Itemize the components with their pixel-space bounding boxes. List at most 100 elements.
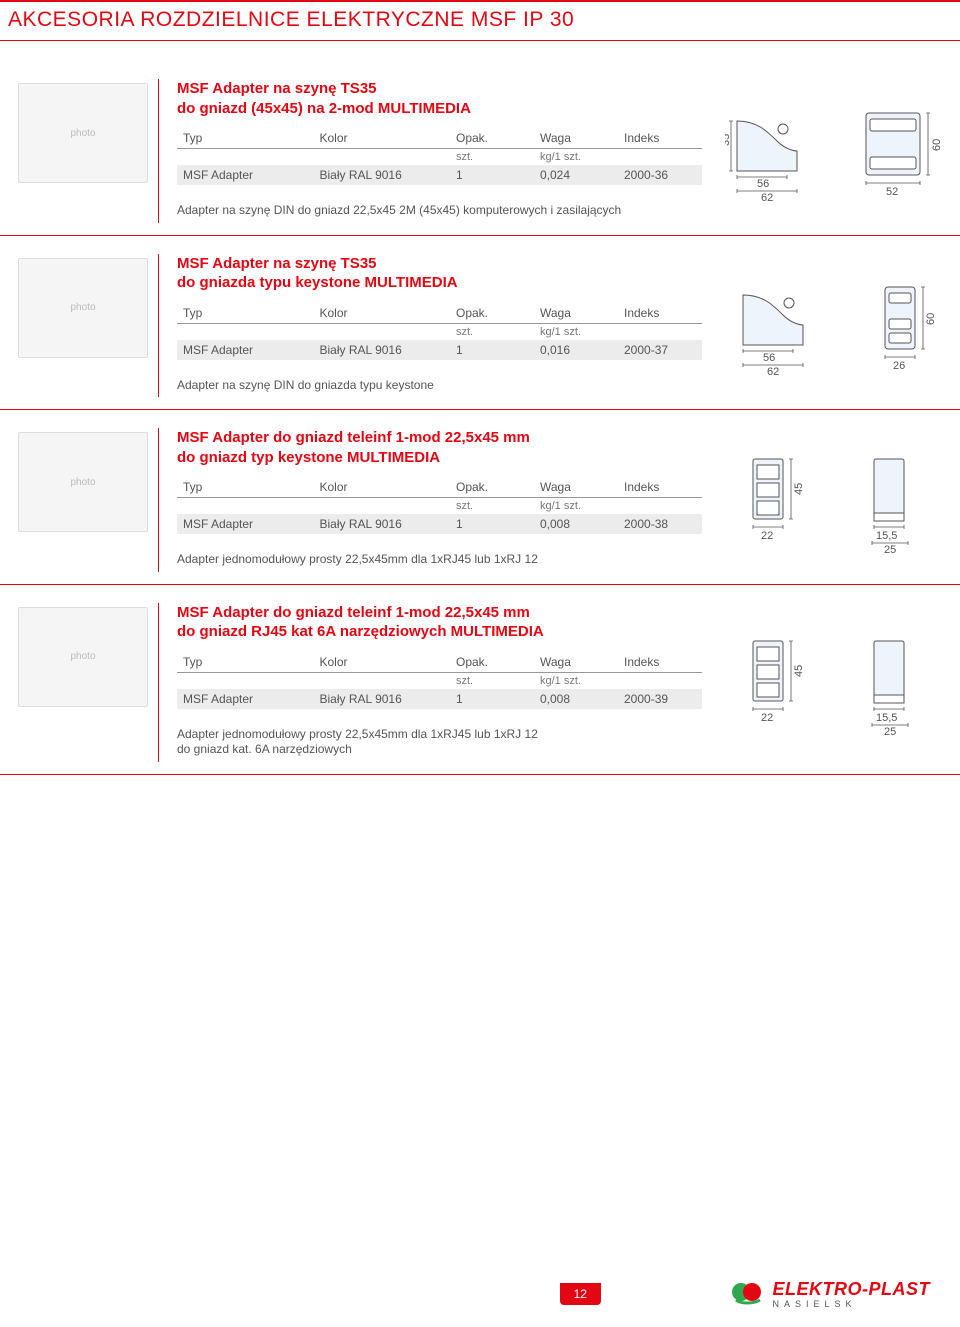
logo-main-text: ELEKTRO-PLAST	[772, 1279, 930, 1300]
th-kolor: Kolor	[314, 128, 451, 149]
unit-waga: kg/1 szt.	[534, 498, 618, 515]
logo-sub-text: NASIELSK	[772, 1299, 856, 1309]
th-waga: Waga	[534, 303, 618, 324]
th-opak: Opak.	[450, 128, 534, 149]
cell-kolor: Biały RAL 9016	[314, 689, 451, 709]
unit-opak: szt.	[450, 672, 534, 689]
product-title: MSF Adapter do gniazd teleinf 1-mod 22,5…	[177, 603, 702, 642]
cell-opak: 1	[450, 340, 534, 360]
page-number: 12	[560, 1283, 601, 1305]
cell-opak: 1	[450, 165, 534, 185]
cell-waga: 0,008	[534, 689, 618, 709]
title-line: do gniazd typ keystone MULTIMEDIA	[177, 449, 440, 466]
product-photo: photo	[8, 79, 158, 223]
svg-text:45: 45	[793, 665, 805, 677]
th-indeks: Indeks	[618, 477, 702, 498]
product-title: MSF Adapter na szynę TS35 do gniazda typ…	[177, 254, 702, 293]
title-line: MSF Adapter na szynę TS35	[177, 255, 377, 272]
svg-text:15,5: 15,5	[876, 530, 897, 542]
th-indeks: Indeks	[618, 128, 702, 149]
dimension-diagram: 45 22 15,5 25	[712, 603, 952, 762]
spec-table: Typ Kolor Opak. Waga Indeks szt. kg/1 sz…	[177, 652, 702, 709]
cell-opak: 1	[450, 689, 534, 709]
title-line: MSF Adapter na szynę TS35	[177, 80, 377, 97]
th-typ: Typ	[177, 477, 314, 498]
unit-waga: kg/1 szt.	[534, 149, 618, 166]
table-row: MSF Adapter Biały RAL 9016 1 0,016 2000-…	[177, 340, 702, 360]
product-photo: photo	[8, 254, 158, 398]
svg-text:22: 22	[761, 712, 773, 724]
cell-indeks: 2000-36	[618, 165, 702, 185]
th-typ: Typ	[177, 303, 314, 324]
svg-text:35: 35	[725, 134, 732, 146]
unit-opak: szt.	[450, 498, 534, 515]
table-row: MSF Adapter Biały RAL 9016 1 0,008 2000-…	[177, 514, 702, 534]
th-indeks: Indeks	[618, 303, 702, 324]
svg-text:25: 25	[884, 726, 896, 737]
svg-text:60: 60	[931, 139, 943, 151]
spec-table: Typ Kolor Opak. Waga Indeks szt. kg/1 sz…	[177, 477, 702, 534]
product-title: MSF Adapter do gniazd teleinf 1-mod 22,5…	[177, 428, 702, 467]
svg-text:45: 45	[793, 483, 805, 495]
cell-kolor: Biały RAL 9016	[314, 165, 451, 185]
cell-indeks: 2000-37	[618, 340, 702, 360]
cell-indeks: 2000-39	[618, 689, 702, 709]
product-block: photo MSF Adapter do gniazd teleinf 1-mo…	[0, 418, 960, 585]
svg-text:25: 25	[884, 544, 896, 555]
unit-opak: szt.	[450, 323, 534, 340]
th-waga: Waga	[534, 652, 618, 673]
th-opak: Opak.	[450, 303, 534, 324]
unit-opak: szt.	[450, 149, 534, 166]
th-opak: Opak.	[450, 652, 534, 673]
dimension-diagram: 45 22 15,5 25	[712, 428, 952, 572]
dimension-diagram: 35 56 62 60 52	[712, 79, 952, 223]
page-footer: 12 ELEKTRO-PLAST NASIELSK	[0, 1279, 960, 1309]
th-kolor: Kolor	[314, 477, 451, 498]
product-block: photo MSF Adapter na szynę TS35 do gniaz…	[0, 244, 960, 411]
th-typ: Typ	[177, 128, 314, 149]
title-line: MSF Adapter do gniazd teleinf 1-mod 22,5…	[177, 604, 530, 621]
cell-indeks: 2000-38	[618, 514, 702, 534]
th-indeks: Indeks	[618, 652, 702, 673]
unit-waga: kg/1 szt.	[534, 672, 618, 689]
product-description: Adapter na szynę DIN do gniazda typu key…	[177, 378, 702, 394]
cell-typ: MSF Adapter	[177, 340, 314, 360]
cell-opak: 1	[450, 514, 534, 534]
dimension-diagram: 56 62 60 26	[712, 254, 952, 398]
product-description: Adapter jednomodułowy prosty 22,5x45mm d…	[177, 552, 702, 568]
svg-text:52: 52	[886, 186, 898, 198]
cell-waga: 0,008	[534, 514, 618, 534]
product-description: Adapter jednomodułowy prosty 22,5x45mm d…	[177, 727, 702, 758]
svg-text:56: 56	[763, 352, 775, 364]
svg-text:62: 62	[767, 366, 779, 375]
logo-icon	[730, 1280, 766, 1308]
th-waga: Waga	[534, 477, 618, 498]
th-typ: Typ	[177, 652, 314, 673]
product-photo: photo	[8, 428, 158, 572]
svg-text:56: 56	[757, 178, 769, 190]
cell-waga: 0,016	[534, 340, 618, 360]
unit-waga: kg/1 szt.	[534, 323, 618, 340]
product-block: photo MSF Adapter do gniazd teleinf 1-mo…	[0, 593, 960, 775]
cell-typ: MSF Adapter	[177, 514, 314, 534]
th-waga: Waga	[534, 128, 618, 149]
svg-text:60: 60	[925, 313, 937, 325]
desc-line: do gniazd kat. 6A narzędziowych	[177, 742, 352, 756]
title-line: do gniazda typu keystone MULTIMEDIA	[177, 274, 458, 291]
table-row: MSF Adapter Biały RAL 9016 1 0,008 2000-…	[177, 689, 702, 709]
svg-text:62: 62	[761, 192, 773, 201]
svg-text:22: 22	[761, 530, 773, 542]
cell-typ: MSF Adapter	[177, 165, 314, 185]
desc-line: Adapter jednomodułowy prosty 22,5x45mm d…	[177, 727, 538, 741]
th-kolor: Kolor	[314, 652, 451, 673]
cell-kolor: Biały RAL 9016	[314, 340, 451, 360]
page-title: AKCESORIA ROZDZIELNICE ELEKTRYCZNE MSF I…	[0, 4, 960, 38]
product-title: MSF Adapter na szynę TS35 do gniazd (45x…	[177, 79, 702, 118]
spec-table: Typ Kolor Opak. Waga Indeks szt. kg/1 sz…	[177, 303, 702, 360]
th-opak: Opak.	[450, 477, 534, 498]
product-description: Adapter na szynę DIN do gniazd 22,5x45 2…	[177, 203, 702, 219]
table-row: MSF Adapter Biały RAL 9016 1 0,024 2000-…	[177, 165, 702, 185]
th-kolor: Kolor	[314, 303, 451, 324]
svg-text:15,5: 15,5	[876, 712, 897, 724]
brand-logo: ELEKTRO-PLAST NASIELSK	[730, 1279, 930, 1309]
